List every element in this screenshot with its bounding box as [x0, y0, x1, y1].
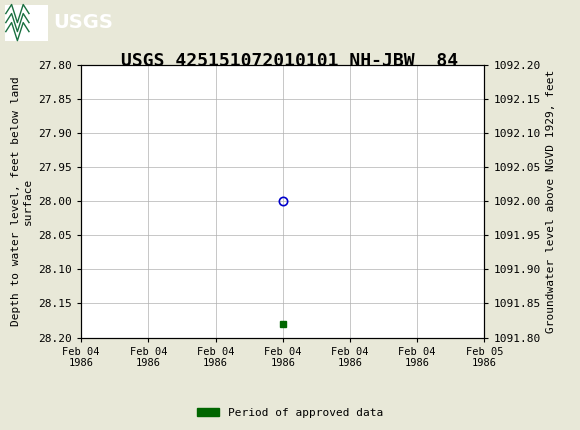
Legend: Period of approved data: Period of approved data [193, 403, 387, 422]
Y-axis label: Groundwater level above NGVD 1929, feet: Groundwater level above NGVD 1929, feet [546, 69, 556, 333]
Y-axis label: Depth to water level, feet below land
surface: Depth to water level, feet below land su… [11, 76, 33, 326]
FancyBboxPatch shape [5, 4, 48, 41]
Text: USGS: USGS [53, 13, 113, 32]
Text: USGS 425151072010101 NH-JBW  84: USGS 425151072010101 NH-JBW 84 [121, 52, 459, 71]
